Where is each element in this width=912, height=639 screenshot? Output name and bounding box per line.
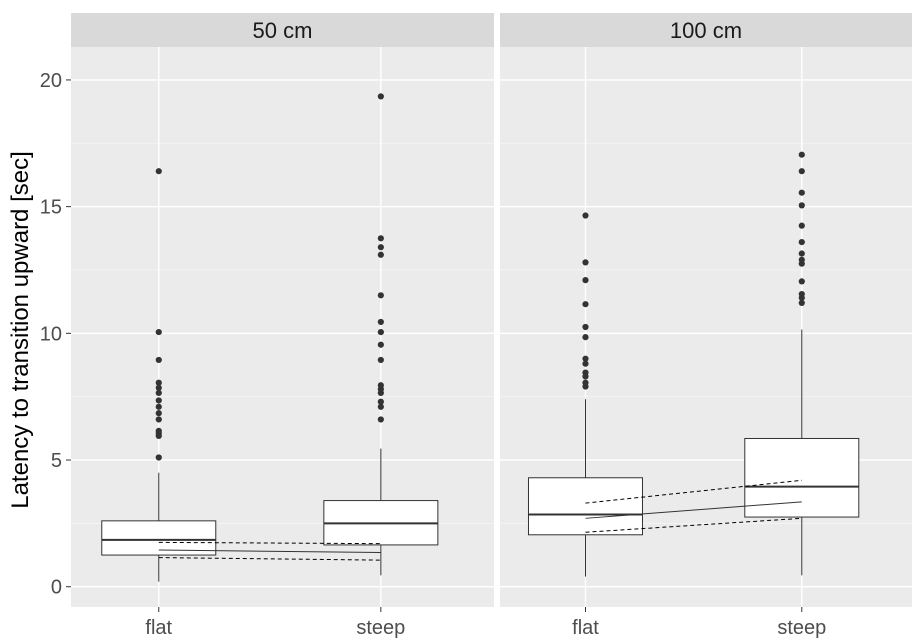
y-tick-label: 0 xyxy=(51,577,62,599)
outlier-point xyxy=(582,360,589,367)
trend-fit-line xyxy=(585,501,802,519)
outlier-point xyxy=(377,244,384,251)
outlier-point xyxy=(582,259,589,266)
trend-lines xyxy=(585,479,802,533)
outlier-point xyxy=(155,384,162,391)
outlier-point xyxy=(155,410,162,417)
outlier-point xyxy=(582,355,589,362)
outlier-point xyxy=(582,323,589,331)
facet-strip-label: 100 cm xyxy=(670,18,742,43)
x-tick-label: flat xyxy=(145,617,172,639)
outlier-point xyxy=(155,168,162,175)
x-tick-label: steep xyxy=(777,617,826,639)
outlier-point xyxy=(798,222,805,229)
outlier-point xyxy=(155,389,162,396)
box-iqr xyxy=(101,520,217,556)
box-steep xyxy=(744,151,860,576)
outlier-point xyxy=(377,328,384,336)
outlier-point xyxy=(798,239,805,246)
box-iqr xyxy=(744,437,860,518)
outlier-point xyxy=(377,398,384,405)
outlier-point xyxy=(155,397,162,404)
outlier-point xyxy=(377,251,384,258)
outlier-point xyxy=(155,403,162,410)
outlier-point xyxy=(155,356,162,364)
trend-ci-lower xyxy=(585,517,802,533)
outlier-point xyxy=(377,382,384,389)
outlier-point xyxy=(798,290,805,298)
outlier-point xyxy=(798,151,805,158)
outlier-point xyxy=(582,369,589,376)
outlier-point xyxy=(155,454,162,461)
outlier-point xyxy=(798,168,805,175)
box-flat xyxy=(101,168,217,582)
outlier-point xyxy=(377,403,384,410)
facet-strip xyxy=(71,13,494,47)
y-tick-label: 20 xyxy=(40,70,62,92)
outlier-point xyxy=(798,202,805,209)
outlier-point xyxy=(155,379,162,386)
outlier-point xyxy=(377,235,384,242)
facet-panel: 100 cm xyxy=(500,13,912,607)
outlier-point xyxy=(377,341,384,348)
outlier-point xyxy=(155,427,162,434)
trend-ci-lower xyxy=(158,557,381,561)
outlier-point xyxy=(377,292,384,299)
x-tick-label: steep xyxy=(356,617,405,639)
facet-strip-label: 50 cm xyxy=(253,18,313,43)
outlier-point xyxy=(798,278,805,285)
outlier-point xyxy=(582,379,589,386)
box-flat xyxy=(527,212,643,577)
outlier-point xyxy=(798,250,805,257)
outlier-point xyxy=(155,328,162,336)
outlier-point xyxy=(377,356,384,364)
trend-ci-upper xyxy=(585,479,802,504)
trend-lines xyxy=(158,541,381,561)
y-axis-title: Latency to transition upward [sec] xyxy=(7,151,34,509)
y-tick-label: 15 xyxy=(40,197,62,219)
outlier-point xyxy=(377,318,384,326)
box-steep xyxy=(323,93,439,576)
y-tick-label: 5 xyxy=(51,450,62,472)
facet-panels: 50 cm 100 cm xyxy=(71,13,912,607)
outlier-point xyxy=(798,299,805,307)
outlier-point xyxy=(582,334,589,341)
x-tick-label: flat xyxy=(572,617,599,639)
outlier-point xyxy=(798,189,805,196)
box-iqr xyxy=(527,477,643,536)
outlier-point xyxy=(582,212,589,219)
trend-fit-line xyxy=(158,549,381,554)
facet-strip xyxy=(500,13,912,47)
outlier-point xyxy=(155,416,162,423)
x-axis: flat steep flat steep xyxy=(145,607,826,639)
outlier-point xyxy=(582,277,589,284)
outlier-point xyxy=(377,93,384,100)
outlier-point xyxy=(377,416,384,423)
trend-ci-upper xyxy=(158,541,381,545)
facet-panel: 50 cm xyxy=(71,13,494,607)
outlier-point xyxy=(582,301,589,308)
y-axis: 0 5 10 15 20 xyxy=(40,70,71,599)
outlier-point xyxy=(798,256,805,263)
y-tick-label: 10 xyxy=(40,323,62,345)
